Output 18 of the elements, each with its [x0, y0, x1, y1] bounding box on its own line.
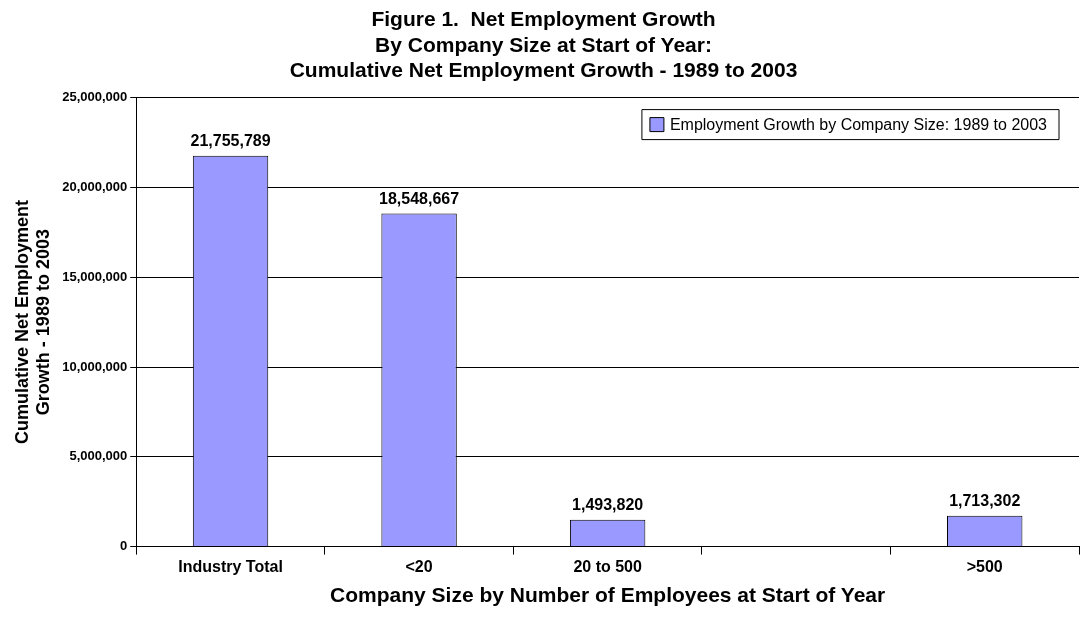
data-label: 21,755,789: [190, 132, 271, 150]
chart-title: Figure 1. Net Employment Growth By Company Size at Start of Year: Cumulative Net Employment Growth - 1989 to 2003: [289, 7, 798, 81]
x-tick-label: <20: [405, 557, 433, 575]
x-tick-label: >500: [966, 557, 1003, 575]
data-label: 1,713,302: [949, 492, 1021, 510]
x-tick-label: Industry Total: [178, 557, 283, 575]
legend-label: Employment Growth by Company Size: 1989 to 2003: [669, 116, 1048, 134]
y-axis-title: Cumulative Net Employment Growth - 1989 to 2003: [11, 200, 54, 445]
data-label: 1,493,820: [572, 496, 644, 514]
y-tick-label: 20,000,000: [62, 178, 128, 194]
y-tick-label: 25,000,000: [62, 89, 128, 105]
y-tick-label: 15,000,000: [62, 268, 128, 284]
y-tick-label: 5,000,000: [69, 448, 128, 464]
x-tick-label: 20 to 500: [573, 557, 642, 575]
y-tick-label: 0: [120, 538, 128, 554]
data-label: 18,548,667: [379, 189, 460, 207]
y-tick-label: 10,000,000: [62, 358, 128, 374]
x-axis-title: Company Size by Number of Employees at Start of Year: [330, 583, 886, 607]
